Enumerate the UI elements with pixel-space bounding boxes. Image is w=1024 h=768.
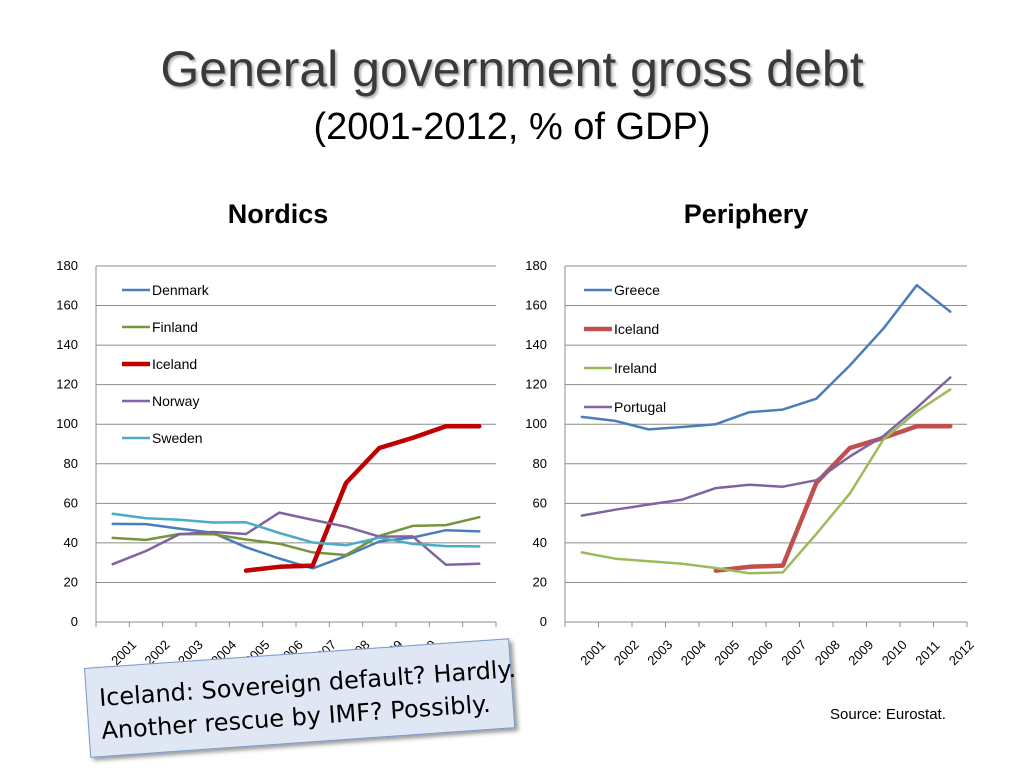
source-note: Source: Eurostat. [830,706,946,723]
periphery-series-portugal [580,376,952,517]
periphery-y-tick-80: 80 [533,456,547,471]
nordics-y-tick-80: 80 [64,456,78,471]
periphery-y-tick-100: 100 [525,416,547,431]
periphery-x-tick-2005: 2005 [711,637,742,668]
nordics-chart-title: Nordics [227,199,329,229]
periphery-x-tick-2003: 2003 [644,637,675,668]
periphery-y-tick-40: 40 [533,535,547,550]
periphery-x-tick-2002: 2002 [611,637,642,668]
periphery-y-tick-0: 0 [540,614,547,629]
periphery-x-tick-2009: 2009 [845,637,876,668]
nordics-y-tick-160: 160 [56,298,78,313]
periphery-y-tick-140: 140 [525,337,547,352]
periphery-x-tick-2012: 2012 [946,637,977,668]
periphery-x-tick-2008: 2008 [812,637,843,668]
nordics-legend-label-sweden: Sweden [152,430,203,446]
periphery-y-tick-180: 180 [525,258,547,273]
nordics-y-tick-20: 20 [64,574,78,589]
periphery-y-tick-60: 60 [533,495,547,510]
periphery-y-tick-120: 120 [525,377,547,392]
nordics-series-iceland [243,423,482,573]
periphery-x-tick-2010: 2010 [879,637,910,668]
nordics-series-sweden [111,512,481,548]
periphery-legend-label-iceland: Iceland [614,321,659,337]
page-title: General government gross debt [160,41,864,97]
periphery-series-iceland [713,423,953,573]
nordics-legend-label-denmark: Denmark [152,282,210,298]
periphery-y-tick-160: 160 [525,298,547,313]
periphery-legend-label-portugal: Portugal [614,399,666,415]
periphery-x-tick-2007: 2007 [778,637,809,668]
nordics-y-tick-0: 0 [71,614,78,629]
periphery-x-tick-2006: 2006 [745,637,776,668]
nordics-y-tick-100: 100 [56,416,78,431]
nordics-y-tick-60: 60 [64,495,78,510]
periphery-x-tick-2001: 2001 [577,637,608,668]
periphery-legend-label-ireland: Ireland [614,360,657,376]
periphery-x-tick-2011: 2011 [912,638,942,668]
periphery-series-ireland [580,388,952,575]
periphery-series-greece [580,283,952,431]
nordics-y-tick-40: 40 [64,535,78,550]
periphery-chart-title: Periphery [683,199,809,229]
nordics-y-tick-120: 120 [56,377,78,392]
nordics-y-tick-140: 140 [56,337,78,352]
periphery-y-tick-20: 20 [533,574,547,589]
nordics-series-finland [111,515,481,557]
nordics-series-denmark [111,522,481,570]
periphery-legend-label-greece: Greece [614,282,660,298]
nordics-legend-label-norway: Norway [152,393,199,409]
periphery-x-tick-2004: 2004 [678,637,709,668]
nordics-legend-label-finland: Finland [152,319,198,335]
page-subtitle: (2001-2012, % of GDP) [313,106,711,148]
nordics-y-tick-180: 180 [56,258,78,273]
nordics-legend-label-iceland: Iceland [152,356,197,372]
nordics-series-norway [111,511,481,567]
